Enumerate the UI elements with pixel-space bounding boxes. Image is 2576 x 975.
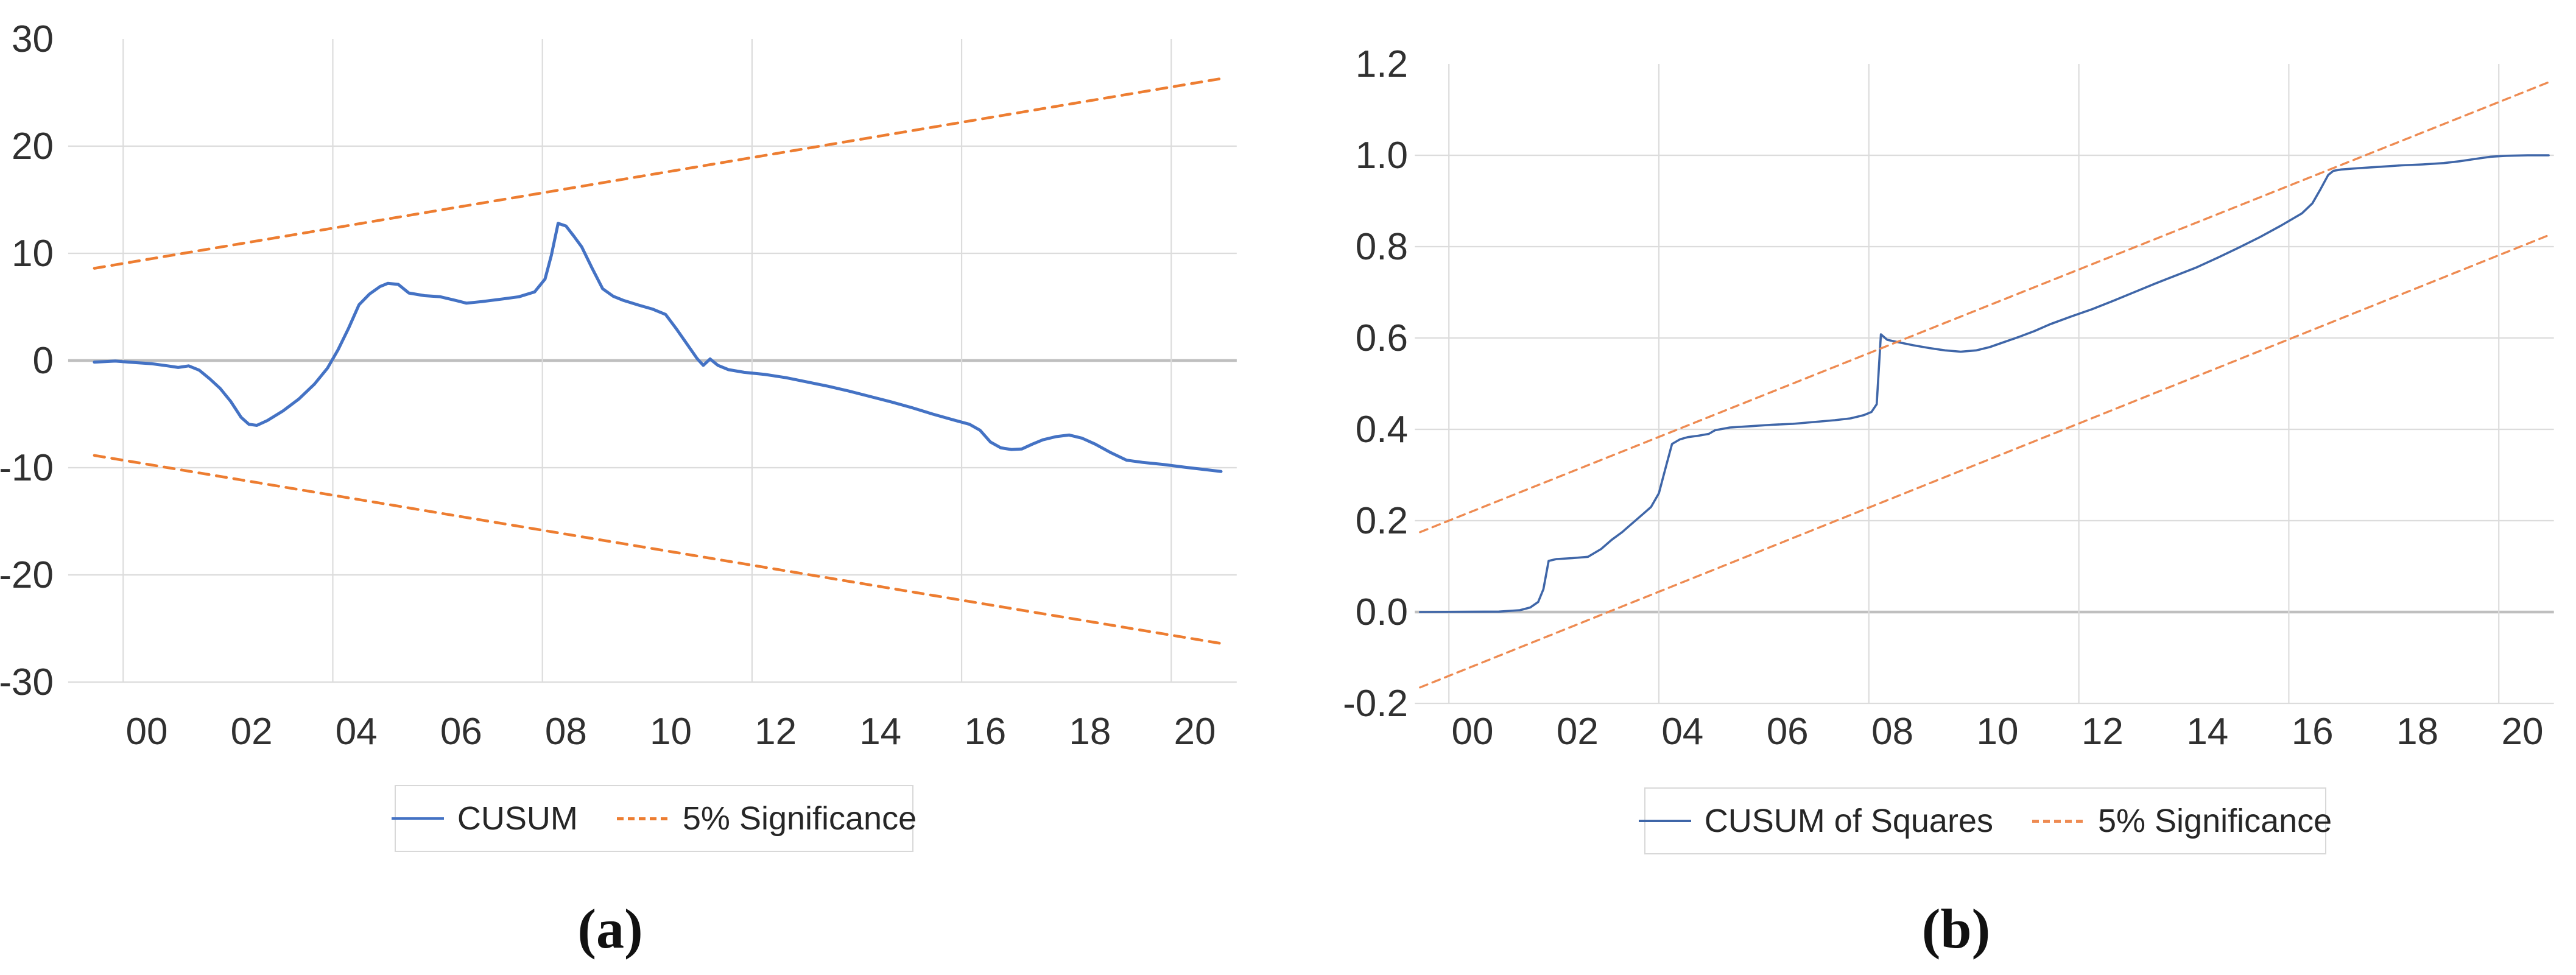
svg-text:12: 12	[755, 711, 797, 753]
significance-dashed-sample-icon	[616, 817, 669, 820]
cusum-line-sample-icon	[391, 817, 444, 820]
legend-item-significance-b: 5% Significance	[2032, 802, 2332, 840]
legend-significance-label-a: 5% Significance	[682, 800, 917, 837]
caption-a: (a)	[577, 898, 643, 960]
svg-text:08: 08	[1871, 711, 1913, 753]
legend-item-cusum: CUSUM	[391, 800, 578, 837]
svg-text:04: 04	[1661, 711, 1703, 753]
svg-text:00: 00	[126, 711, 168, 753]
svg-text:30: 30	[12, 18, 54, 60]
svg-text:14: 14	[2186, 711, 2228, 753]
legend-cusum: CUSUM 5% Significance	[391, 785, 917, 852]
svg-text:08: 08	[545, 711, 587, 753]
svg-text:10: 10	[1977, 711, 2019, 753]
svg-text:0.0: 0.0	[1356, 591, 1408, 633]
svg-text:0: 0	[33, 340, 54, 382]
legend-item-significance-a: 5% Significance	[616, 800, 917, 837]
svg-text:0.4: 0.4	[1356, 409, 1408, 451]
svg-text:04: 04	[336, 711, 378, 753]
svg-text:0.8: 0.8	[1356, 226, 1408, 268]
cusum-chart: 30 20 10 0 -10 -20 -30 00 02 04 06 08 10 12 14 16 18 20	[0, 18, 1237, 753]
svg-text:02: 02	[1557, 711, 1599, 753]
svg-text:1.2: 1.2	[1356, 43, 1408, 85]
panel-cusum-of-squares: 1.2 1.0 0.8 0.6 0.4 0.2 0.0 -0.2 00 02 04 06 08 10 12 1…	[1297, 0, 2576, 767]
caption-b: (b)	[1921, 898, 1991, 960]
svg-text:20: 20	[2502, 711, 2544, 753]
svg-text:12: 12	[2082, 711, 2124, 753]
svg-text:-30: -30	[0, 661, 54, 703]
svg-text:-0.2: -0.2	[1343, 683, 1408, 725]
svg-text:00: 00	[1452, 711, 1494, 753]
svg-text:20: 20	[1174, 711, 1216, 753]
svg-text:-10: -10	[0, 447, 54, 489]
svg-text:06: 06	[1767, 711, 1809, 753]
cusum-of-squares-chart: 1.2 1.0 0.8 0.6 0.4 0.2 0.0 -0.2 00 02 04 06 08 10 12 1…	[1343, 43, 2554, 753]
legend-cusum-of-squares-label: CUSUM of Squares	[1704, 803, 1993, 839]
legend-significance-label-b: 5% Significance	[2097, 803, 2332, 839]
svg-text:18: 18	[1069, 711, 1111, 753]
svg-text:16: 16	[964, 711, 1006, 753]
svg-text:18: 18	[2396, 711, 2438, 753]
cusum-of-squares-line-sample-icon	[1638, 820, 1691, 822]
legend-item-cusum-of-squares: CUSUM of Squares	[1638, 802, 1993, 840]
svg-text:06: 06	[440, 711, 482, 753]
svg-text:16: 16	[2292, 711, 2334, 753]
svg-text:0.2: 0.2	[1356, 500, 1408, 542]
legend-cusum-label: CUSUM	[457, 800, 578, 837]
svg-text:10: 10	[650, 711, 692, 753]
legend-cusum-of-squares: CUSUM of Squares 5% Significance	[1638, 787, 2332, 854]
svg-text:02: 02	[231, 711, 273, 753]
svg-text:1.0: 1.0	[1356, 135, 1408, 177]
svg-text:20: 20	[12, 125, 54, 167]
svg-text:-20: -20	[0, 554, 54, 596]
svg-text:14: 14	[859, 711, 901, 753]
panel-cusum: 30 20 10 0 -10 -20 -30 00 02 04 06 08 10 12 14 16 18 20	[0, 0, 1279, 767]
significance-dashed-sample-icon	[2032, 819, 2085, 823]
svg-text:0.6: 0.6	[1356, 317, 1408, 359]
svg-text:10: 10	[12, 233, 54, 275]
